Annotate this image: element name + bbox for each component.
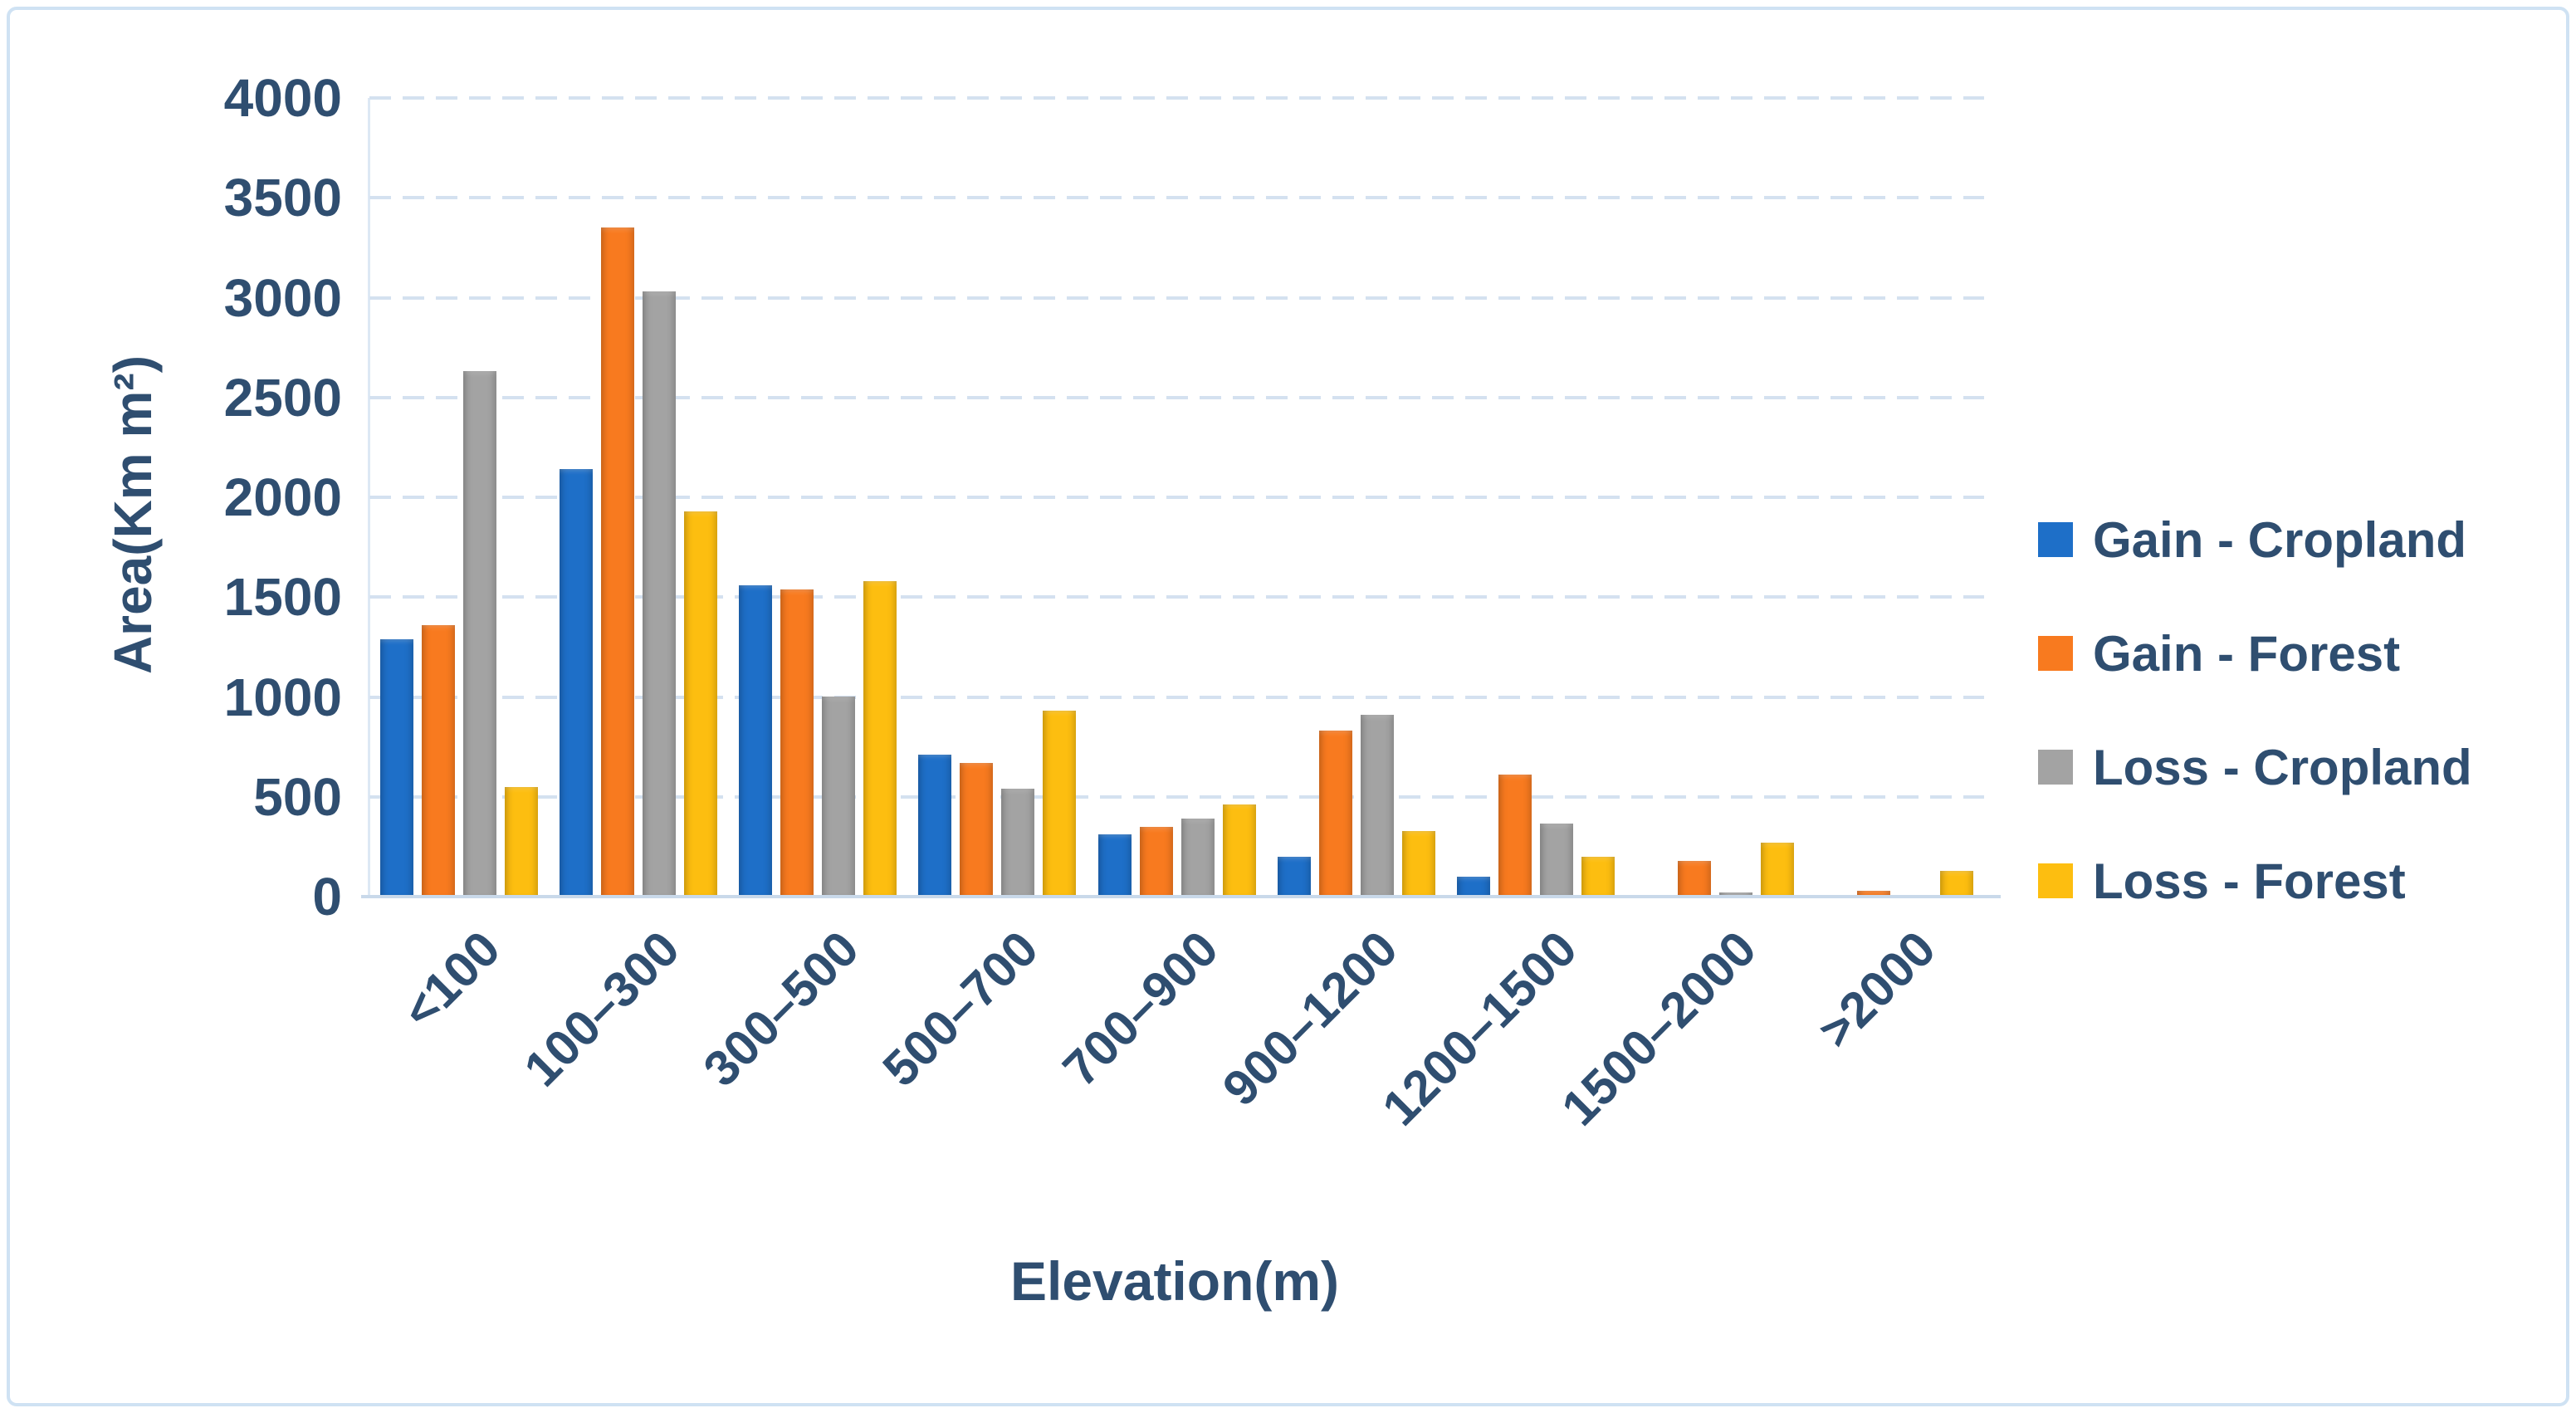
legend-label: Gain - Cropland xyxy=(2093,511,2466,568)
legend-item-loss-cropland: Loss - Cropland xyxy=(2038,740,2472,795)
bar-loss-cropland-2 xyxy=(822,697,855,897)
bar-loss-cropland-3 xyxy=(1001,789,1034,897)
legend-swatch-icon xyxy=(2038,863,2073,898)
y-tick-label-2500: 2500 xyxy=(223,367,342,428)
bar-loss-forest-0 xyxy=(505,787,538,897)
y-tick-label-2000: 2000 xyxy=(223,467,342,527)
x-tick-label-7: 1500–2000 xyxy=(1551,920,1767,1137)
legend-swatch-icon xyxy=(2038,636,2073,671)
bar-loss-cropland-0 xyxy=(463,371,496,897)
bar-loss-forest-4 xyxy=(1223,804,1256,897)
y-axis-line xyxy=(368,98,370,897)
gridline-3000 xyxy=(369,296,1984,300)
bar-gain-cropland-3 xyxy=(918,755,951,897)
bar-gain-forest-1 xyxy=(601,227,634,897)
gridline-3500 xyxy=(369,196,1984,200)
x-tick-label-6: 1200–1500 xyxy=(1371,920,1587,1137)
legend-swatch-icon xyxy=(2038,522,2073,557)
x-tick-label-5: 900–1200 xyxy=(1211,920,1408,1117)
x-tick-label-8: >2000 xyxy=(1807,920,1947,1059)
bar-gain-forest-5 xyxy=(1319,731,1352,897)
gridline-1500 xyxy=(369,595,1984,599)
legend-item-gain-forest: Gain - Forest xyxy=(2038,626,2400,682)
legend-item-gain-cropland: Gain - Cropland xyxy=(2038,512,2466,568)
plot-area xyxy=(361,96,2001,898)
x-tick-label-4: 700–900 xyxy=(1052,920,1229,1098)
x-tick-label-1: 100–300 xyxy=(513,920,691,1098)
y-tick-label-3000: 3000 xyxy=(223,267,342,328)
bar-gain-forest-2 xyxy=(780,589,814,897)
bar-loss-forest-1 xyxy=(684,511,717,897)
x-tick-label-0: <100 xyxy=(392,920,511,1039)
bar-loss-cropland-7 xyxy=(1719,892,1752,897)
gridline-2500 xyxy=(369,395,1984,399)
bar-loss-forest-7 xyxy=(1761,843,1794,897)
legend-item-loss-forest: Loss - Forest xyxy=(2038,853,2406,909)
y-tick-label-0: 0 xyxy=(312,867,342,927)
bar-gain-cropland-1 xyxy=(560,469,593,897)
x-tick-label-3: 500–700 xyxy=(872,920,1049,1098)
bar-loss-cropland-1 xyxy=(643,291,676,897)
y-tick-label-500: 500 xyxy=(253,766,342,827)
gridline-500 xyxy=(369,795,1984,799)
bar-loss-cropland-4 xyxy=(1181,819,1215,897)
bar-loss-forest-5 xyxy=(1402,831,1435,897)
bar-gain-forest-0 xyxy=(422,625,455,897)
bar-loss-cropland-5 xyxy=(1361,715,1394,897)
gridline-1000 xyxy=(369,695,1984,699)
y-tick-label-4000: 4000 xyxy=(223,68,342,128)
legend-label: Loss - Forest xyxy=(2093,853,2406,909)
x-axis-title: Elevation(m) xyxy=(1009,1250,1340,1312)
bar-gain-forest-6 xyxy=(1498,775,1532,897)
bar-gain-forest-8 xyxy=(1857,891,1890,897)
y-tick-label-1000: 1000 xyxy=(223,667,342,727)
bar-loss-forest-2 xyxy=(863,581,897,897)
bar-gain-cropland-0 xyxy=(380,639,413,897)
bar-gain-cropland-5 xyxy=(1278,857,1311,897)
bar-loss-forest-8 xyxy=(1940,871,1973,897)
bar-gain-cropland-4 xyxy=(1098,834,1132,897)
legend-label: Loss - Cropland xyxy=(2093,739,2472,795)
bar-gain-cropland-6 xyxy=(1457,877,1490,897)
y-tick-label-1500: 1500 xyxy=(223,567,342,628)
x-tick-label-2: 300–500 xyxy=(692,920,870,1098)
legend-label: Gain - Forest xyxy=(2093,625,2401,682)
bar-gain-forest-4 xyxy=(1140,827,1173,897)
gridline-4000 xyxy=(369,96,1984,100)
bar-gain-forest-3 xyxy=(960,763,993,897)
gridline-2000 xyxy=(369,496,1984,499)
legend-swatch-icon xyxy=(2038,750,2073,785)
bar-loss-forest-6 xyxy=(1581,857,1615,897)
bar-gain-forest-7 xyxy=(1678,861,1711,897)
bar-gain-cropland-2 xyxy=(739,585,772,897)
bar-loss-cropland-6 xyxy=(1540,824,1573,897)
y-tick-label-3500: 3500 xyxy=(223,168,342,228)
bar-loss-forest-3 xyxy=(1043,711,1076,897)
x-axis-line xyxy=(361,895,2001,898)
